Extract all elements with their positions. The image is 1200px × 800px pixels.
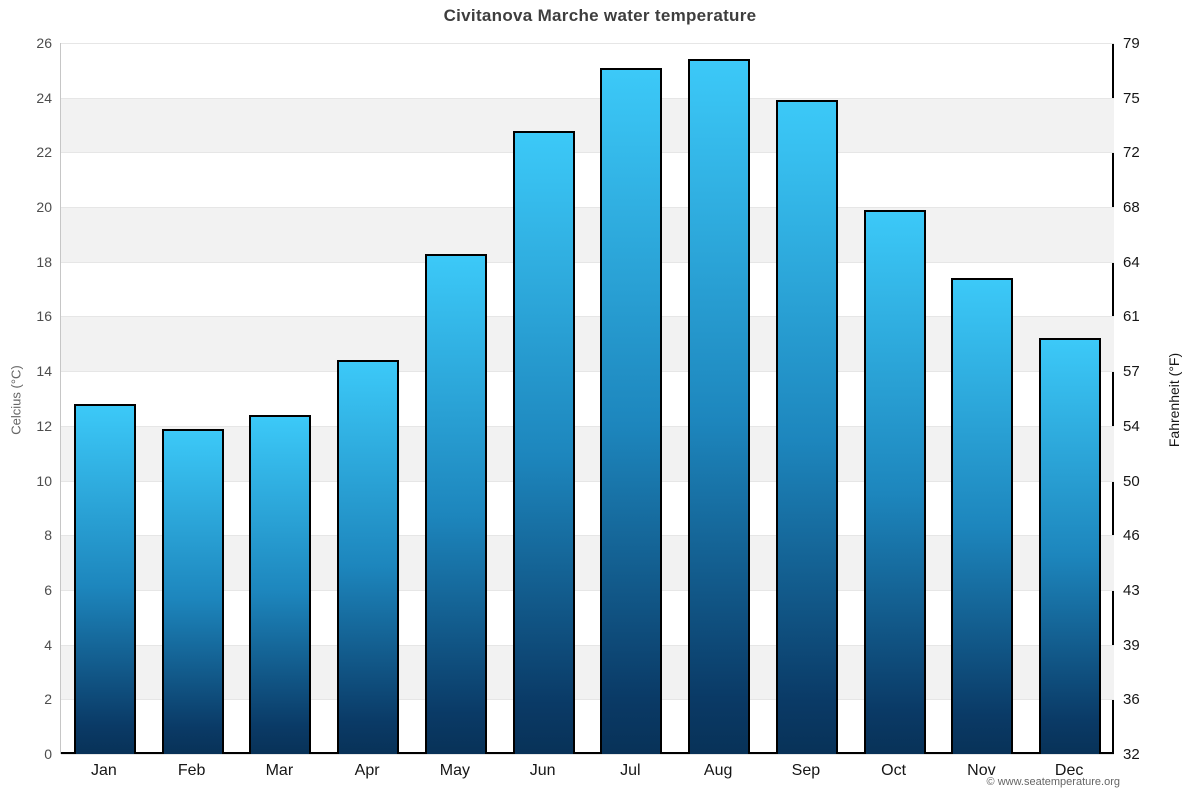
- month-label-may: May: [439, 762, 470, 779]
- celsius-tick-label: 20: [36, 199, 52, 216]
- month-label-jun: Jun: [529, 762, 556, 779]
- celsius-tick-label: 24: [36, 89, 52, 106]
- celsius-tick-label: 0: [44, 746, 52, 762]
- celsius-tick-label: 2: [44, 691, 52, 708]
- fahrenheit-tick-label: 39: [1123, 636, 1140, 654]
- celsius-tick-label: 26: [36, 35, 52, 51]
- bar-may[interactable]: [424, 253, 487, 754]
- fahrenheit-tick-label: 68: [1123, 199, 1140, 217]
- bar-aug[interactable]: [688, 59, 751, 754]
- fahrenheit-tick-label: 57: [1123, 363, 1140, 381]
- gridline: [61, 152, 1114, 154]
- month-label-jan: Jan: [90, 762, 117, 779]
- fahrenheit-tick-label: 36: [1123, 691, 1140, 709]
- plot-band: [61, 152, 1114, 207]
- gridline: [61, 535, 1114, 537]
- fahrenheit-tick-label: 61: [1123, 308, 1140, 326]
- bar-sep[interactable]: [775, 100, 838, 754]
- bar-jan[interactable]: [73, 403, 136, 754]
- month-label-dec: Dec: [1054, 762, 1084, 779]
- copyright-text: © www.seatemperature.org: [986, 776, 1120, 788]
- celsius-tick-label: 16: [36, 308, 52, 325]
- plot-band: [61, 425, 1114, 481]
- bar-jun[interactable]: [512, 130, 575, 754]
- fahrenheit-tick-label: 75: [1123, 89, 1140, 107]
- plot-band: [61, 644, 1114, 700]
- plot-band: [61, 97, 1114, 153]
- fahrenheit-tick-label: 79: [1123, 35, 1140, 52]
- fahrenheit-tick-label: 32: [1123, 746, 1140, 763]
- gridline: [61, 316, 1114, 318]
- plot-band: [61, 207, 1114, 262]
- celsius-tick-label: 4: [44, 636, 52, 653]
- fahrenheit-tick-label: 43: [1123, 581, 1140, 599]
- gridline: [61, 699, 1114, 701]
- plot-band: [61, 43, 1114, 98]
- gridline: [61, 754, 1114, 755]
- bar-oct[interactable]: [863, 209, 926, 754]
- gridline: [61, 261, 1114, 263]
- month-label-nov: Nov: [967, 762, 996, 779]
- celsius-tick-label: 14: [36, 363, 52, 380]
- month-label-feb: Feb: [177, 762, 206, 779]
- celsius-tick-label: 6: [44, 581, 52, 598]
- fahrenheit-tick-label: 54: [1123, 417, 1140, 435]
- gridline: [61, 43, 1114, 44]
- bar-feb[interactable]: [161, 428, 224, 754]
- gridline: [61, 425, 1114, 427]
- gridline: [61, 589, 1114, 591]
- plot-band: [61, 535, 1114, 590]
- month-label-oct: Oct: [881, 762, 907, 779]
- celsius-tick-label: 22: [36, 144, 52, 161]
- bar-mar[interactable]: [249, 414, 312, 754]
- fahrenheit-tick-label: 72: [1123, 144, 1140, 162]
- chart-title: Civitanova Marche water temperature: [443, 6, 757, 25]
- fahrenheit-axis-line: [1112, 43, 1114, 754]
- bar-apr[interactable]: [337, 360, 400, 754]
- celsius-tick-label: 8: [44, 527, 52, 544]
- gridline: [61, 207, 1114, 209]
- bar-jul[interactable]: [600, 67, 663, 754]
- month-label-aug: Aug: [703, 762, 733, 779]
- month-label-jul: Jul: [620, 762, 641, 779]
- fahrenheit-tick-label: 50: [1123, 472, 1140, 490]
- gridline: [61, 480, 1114, 482]
- plot-band: [61, 316, 1114, 372]
- x-axis-line: [61, 752, 1114, 755]
- plot-area: [60, 43, 1114, 755]
- celsius-tick-label: 12: [36, 417, 52, 434]
- month-label-sep: Sep: [791, 762, 821, 779]
- month-label-apr: Apr: [354, 762, 380, 779]
- fahrenheit-tick-label: 64: [1123, 253, 1140, 271]
- bar-nov[interactable]: [951, 278, 1014, 754]
- gridline: [61, 644, 1114, 646]
- gridline: [61, 97, 1114, 99]
- bar-dec[interactable]: [1039, 338, 1102, 754]
- fahrenheit-axis-title: Fahrenheit (°F): [1166, 352, 1182, 448]
- month-label-mar: Mar: [265, 762, 294, 779]
- celsius-tick-label: 18: [36, 253, 52, 270]
- gridline: [61, 371, 1114, 373]
- fahrenheit-tick-label: 46: [1123, 527, 1140, 545]
- celsius-tick-label: 10: [36, 472, 52, 489]
